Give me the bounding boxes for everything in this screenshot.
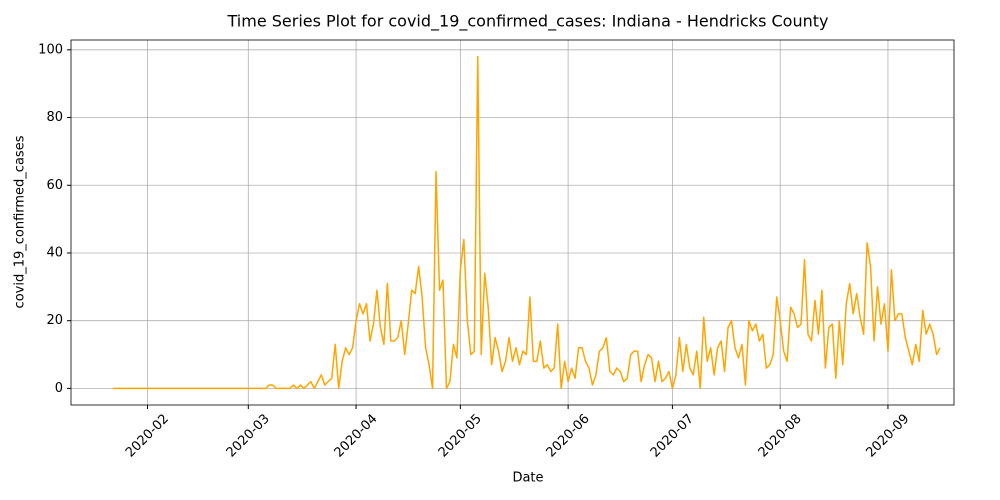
x-tick-label: 2020-04 [332, 411, 381, 460]
x-tick-label: 2020-08 [756, 411, 805, 460]
x-tick-label: 2020-07 [648, 411, 697, 460]
y-tick-label: 40 [46, 245, 63, 260]
x-tick-label: 2020-05 [436, 411, 485, 460]
x-axis-label: Date [512, 471, 543, 486]
y-axis-label: covid_19_confirmed_cases [13, 135, 28, 308]
x-tick-label: 2020-06 [544, 411, 593, 460]
y-tick-label: 20 [46, 313, 63, 328]
y-tick-label: 80 [46, 110, 63, 125]
data-line [112, 55, 941, 390]
plot-frame [70, 39, 955, 406]
x-tick-label: 2020-09 [863, 411, 912, 460]
x-tick-label: 2020-02 [123, 411, 172, 460]
y-tick-label: 100 [38, 42, 63, 57]
chart-title: Time Series Plot for covid_19_confirmed_… [227, 12, 829, 32]
x-tick-label: 2020-03 [224, 411, 273, 460]
y-tick-label: 60 [46, 178, 63, 193]
y-tick-label: 0 [55, 381, 63, 396]
